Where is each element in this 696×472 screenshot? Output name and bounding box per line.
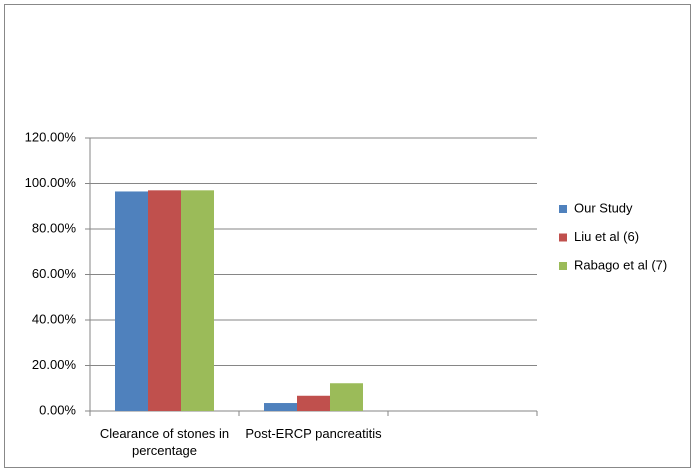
legend-swatch <box>559 233 567 242</box>
bar <box>264 403 297 411</box>
bar <box>115 191 148 411</box>
y-tick-label: 120.00% <box>25 129 77 144</box>
y-tick-label: 100.00% <box>25 175 77 190</box>
bar <box>297 395 330 411</box>
legend-label: Our Study <box>574 200 633 215</box>
bar <box>181 190 214 411</box>
legend-swatch <box>559 205 567 213</box>
y-tick-label: 80.00% <box>32 220 77 235</box>
y-tick-label: 20.00% <box>32 357 77 372</box>
y-tick-label: 0.00% <box>39 402 76 417</box>
bar <box>148 190 181 411</box>
y-tick-label: 40.00% <box>32 311 77 326</box>
legend-swatch <box>559 262 567 270</box>
x-tick-label: Post-ERCP pancreatitis <box>245 426 382 441</box>
x-tick-label: Clearance of stones in percentage <box>99 426 230 458</box>
legend-label: Liu et al (6) <box>574 229 639 244</box>
bar <box>330 383 363 411</box>
y-tick-label: 60.00% <box>32 266 77 281</box>
legend-label: Rabago et al (7) <box>574 257 667 272</box>
